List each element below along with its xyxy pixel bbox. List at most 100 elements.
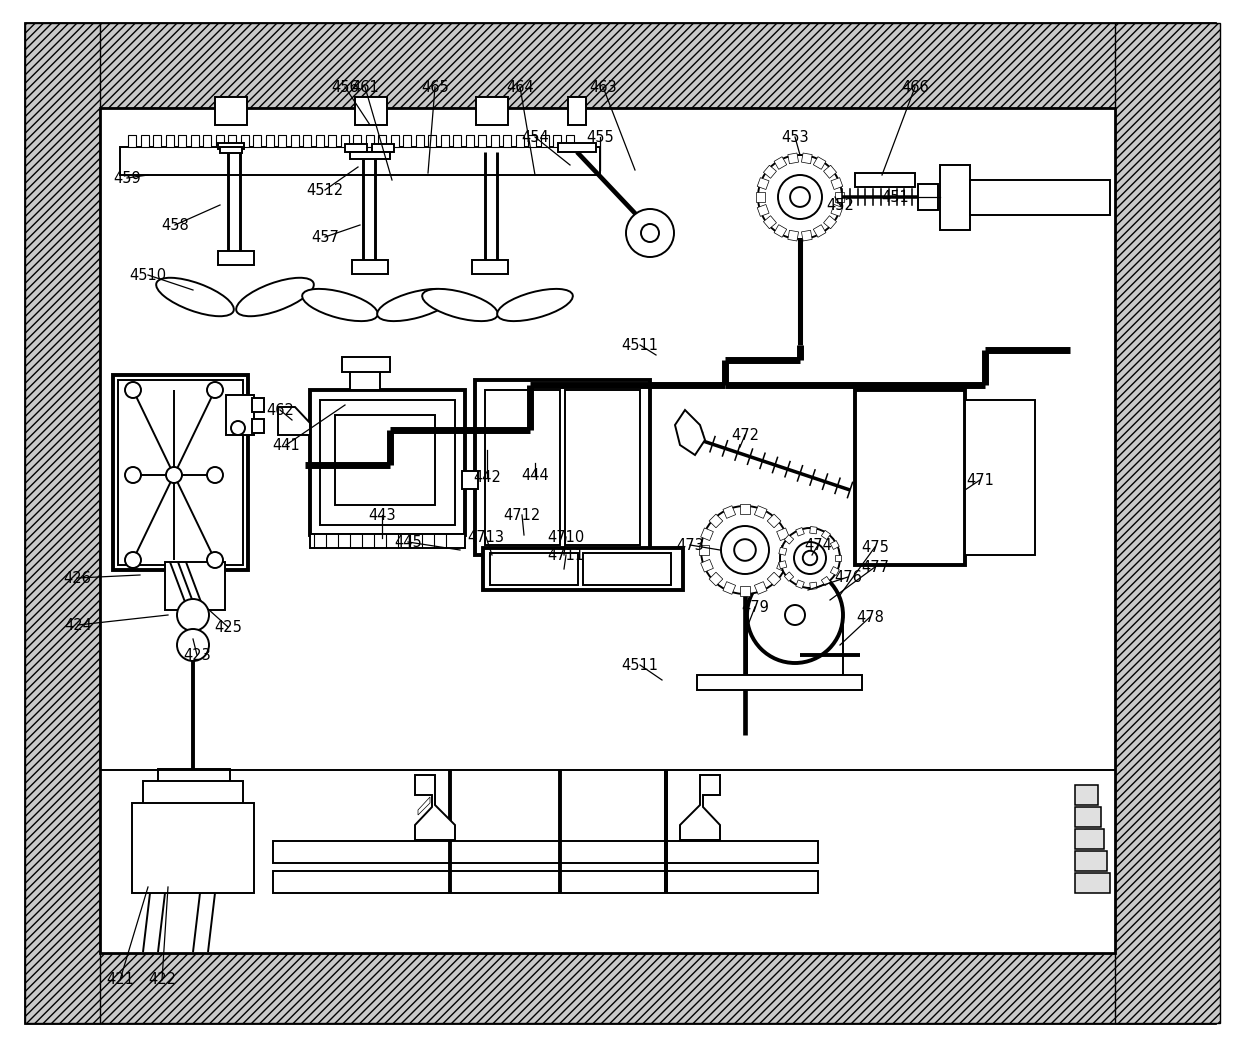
Bar bbox=[801, 230, 812, 241]
Text: 459: 459 bbox=[113, 170, 141, 186]
Bar bbox=[813, 157, 826, 169]
Bar bbox=[503, 135, 511, 147]
Circle shape bbox=[758, 155, 842, 239]
Bar bbox=[918, 184, 937, 210]
Circle shape bbox=[125, 382, 141, 398]
Bar bbox=[1075, 807, 1101, 827]
Text: 4710: 4710 bbox=[547, 530, 584, 544]
Bar bbox=[465, 135, 474, 147]
Bar bbox=[278, 135, 286, 147]
Bar bbox=[831, 566, 839, 576]
Bar bbox=[315, 135, 324, 147]
Text: 451: 451 bbox=[882, 189, 909, 205]
Polygon shape bbox=[278, 407, 310, 435]
Bar bbox=[491, 135, 498, 147]
Bar bbox=[787, 230, 799, 241]
Text: 425: 425 bbox=[215, 620, 242, 634]
Circle shape bbox=[207, 552, 223, 568]
Bar bbox=[273, 841, 818, 863]
Circle shape bbox=[746, 567, 843, 663]
Circle shape bbox=[780, 528, 839, 588]
Text: 471: 471 bbox=[966, 472, 994, 488]
Circle shape bbox=[802, 551, 817, 565]
Bar bbox=[821, 577, 831, 585]
Text: 475: 475 bbox=[861, 539, 889, 555]
Bar bbox=[350, 370, 379, 390]
Text: 4711: 4711 bbox=[547, 548, 584, 562]
Text: 478: 478 bbox=[856, 609, 884, 625]
Bar bbox=[774, 225, 786, 237]
Bar bbox=[290, 135, 299, 147]
Polygon shape bbox=[675, 410, 706, 455]
Bar bbox=[699, 545, 709, 555]
Bar bbox=[541, 135, 548, 147]
Bar bbox=[253, 135, 260, 147]
Bar bbox=[228, 135, 236, 147]
Text: 444: 444 bbox=[521, 467, 549, 483]
Bar bbox=[310, 390, 465, 535]
Bar bbox=[823, 165, 837, 179]
Bar bbox=[810, 582, 817, 589]
Text: 423: 423 bbox=[184, 648, 211, 663]
Bar bbox=[241, 135, 248, 147]
Bar bbox=[143, 781, 243, 807]
Bar bbox=[754, 582, 768, 595]
Bar bbox=[1115, 23, 1220, 1023]
Text: 442: 442 bbox=[474, 469, 501, 485]
Bar bbox=[165, 562, 224, 610]
Bar bbox=[583, 553, 671, 585]
Circle shape bbox=[720, 526, 769, 574]
Bar bbox=[779, 548, 787, 555]
Polygon shape bbox=[680, 775, 720, 840]
Bar bbox=[558, 143, 596, 152]
Text: 452: 452 bbox=[826, 198, 854, 212]
Text: 4712: 4712 bbox=[503, 508, 541, 522]
Circle shape bbox=[626, 209, 675, 257]
Bar bbox=[131, 803, 254, 893]
Text: 4511: 4511 bbox=[621, 338, 658, 352]
Bar bbox=[768, 573, 781, 586]
Bar bbox=[779, 561, 787, 568]
Bar bbox=[785, 572, 794, 581]
Text: 456: 456 bbox=[331, 79, 358, 94]
Ellipse shape bbox=[303, 288, 378, 321]
Bar bbox=[329, 135, 336, 147]
Text: 472: 472 bbox=[732, 427, 759, 442]
Text: 455: 455 bbox=[587, 130, 614, 144]
Circle shape bbox=[641, 224, 658, 242]
Bar bbox=[764, 215, 776, 229]
Text: 422: 422 bbox=[148, 973, 176, 988]
Bar bbox=[25, 23, 100, 1023]
Bar bbox=[120, 147, 600, 175]
Bar bbox=[453, 135, 461, 147]
Bar bbox=[440, 135, 449, 147]
Text: 4510: 4510 bbox=[129, 268, 166, 282]
Bar bbox=[153, 135, 161, 147]
Circle shape bbox=[701, 506, 789, 594]
Ellipse shape bbox=[156, 278, 234, 317]
Bar bbox=[265, 135, 274, 147]
Circle shape bbox=[166, 467, 182, 483]
Bar bbox=[428, 135, 436, 147]
Circle shape bbox=[207, 382, 223, 398]
Bar bbox=[179, 135, 186, 147]
Bar bbox=[25, 953, 1215, 1023]
Bar bbox=[776, 559, 790, 572]
Bar bbox=[801, 153, 812, 164]
Text: 4512: 4512 bbox=[306, 183, 343, 198]
Polygon shape bbox=[415, 775, 455, 840]
Bar bbox=[226, 395, 254, 435]
Bar bbox=[165, 135, 174, 147]
Bar bbox=[1075, 785, 1097, 805]
Text: 421: 421 bbox=[107, 973, 134, 988]
Bar bbox=[774, 157, 786, 169]
Bar bbox=[476, 97, 508, 125]
Bar bbox=[477, 135, 486, 147]
Bar bbox=[484, 548, 683, 590]
Text: 453: 453 bbox=[781, 130, 808, 144]
Bar bbox=[787, 153, 799, 164]
Bar bbox=[740, 586, 750, 596]
Text: 4511: 4511 bbox=[621, 657, 658, 673]
Bar bbox=[940, 165, 970, 230]
Bar bbox=[25, 23, 1215, 108]
